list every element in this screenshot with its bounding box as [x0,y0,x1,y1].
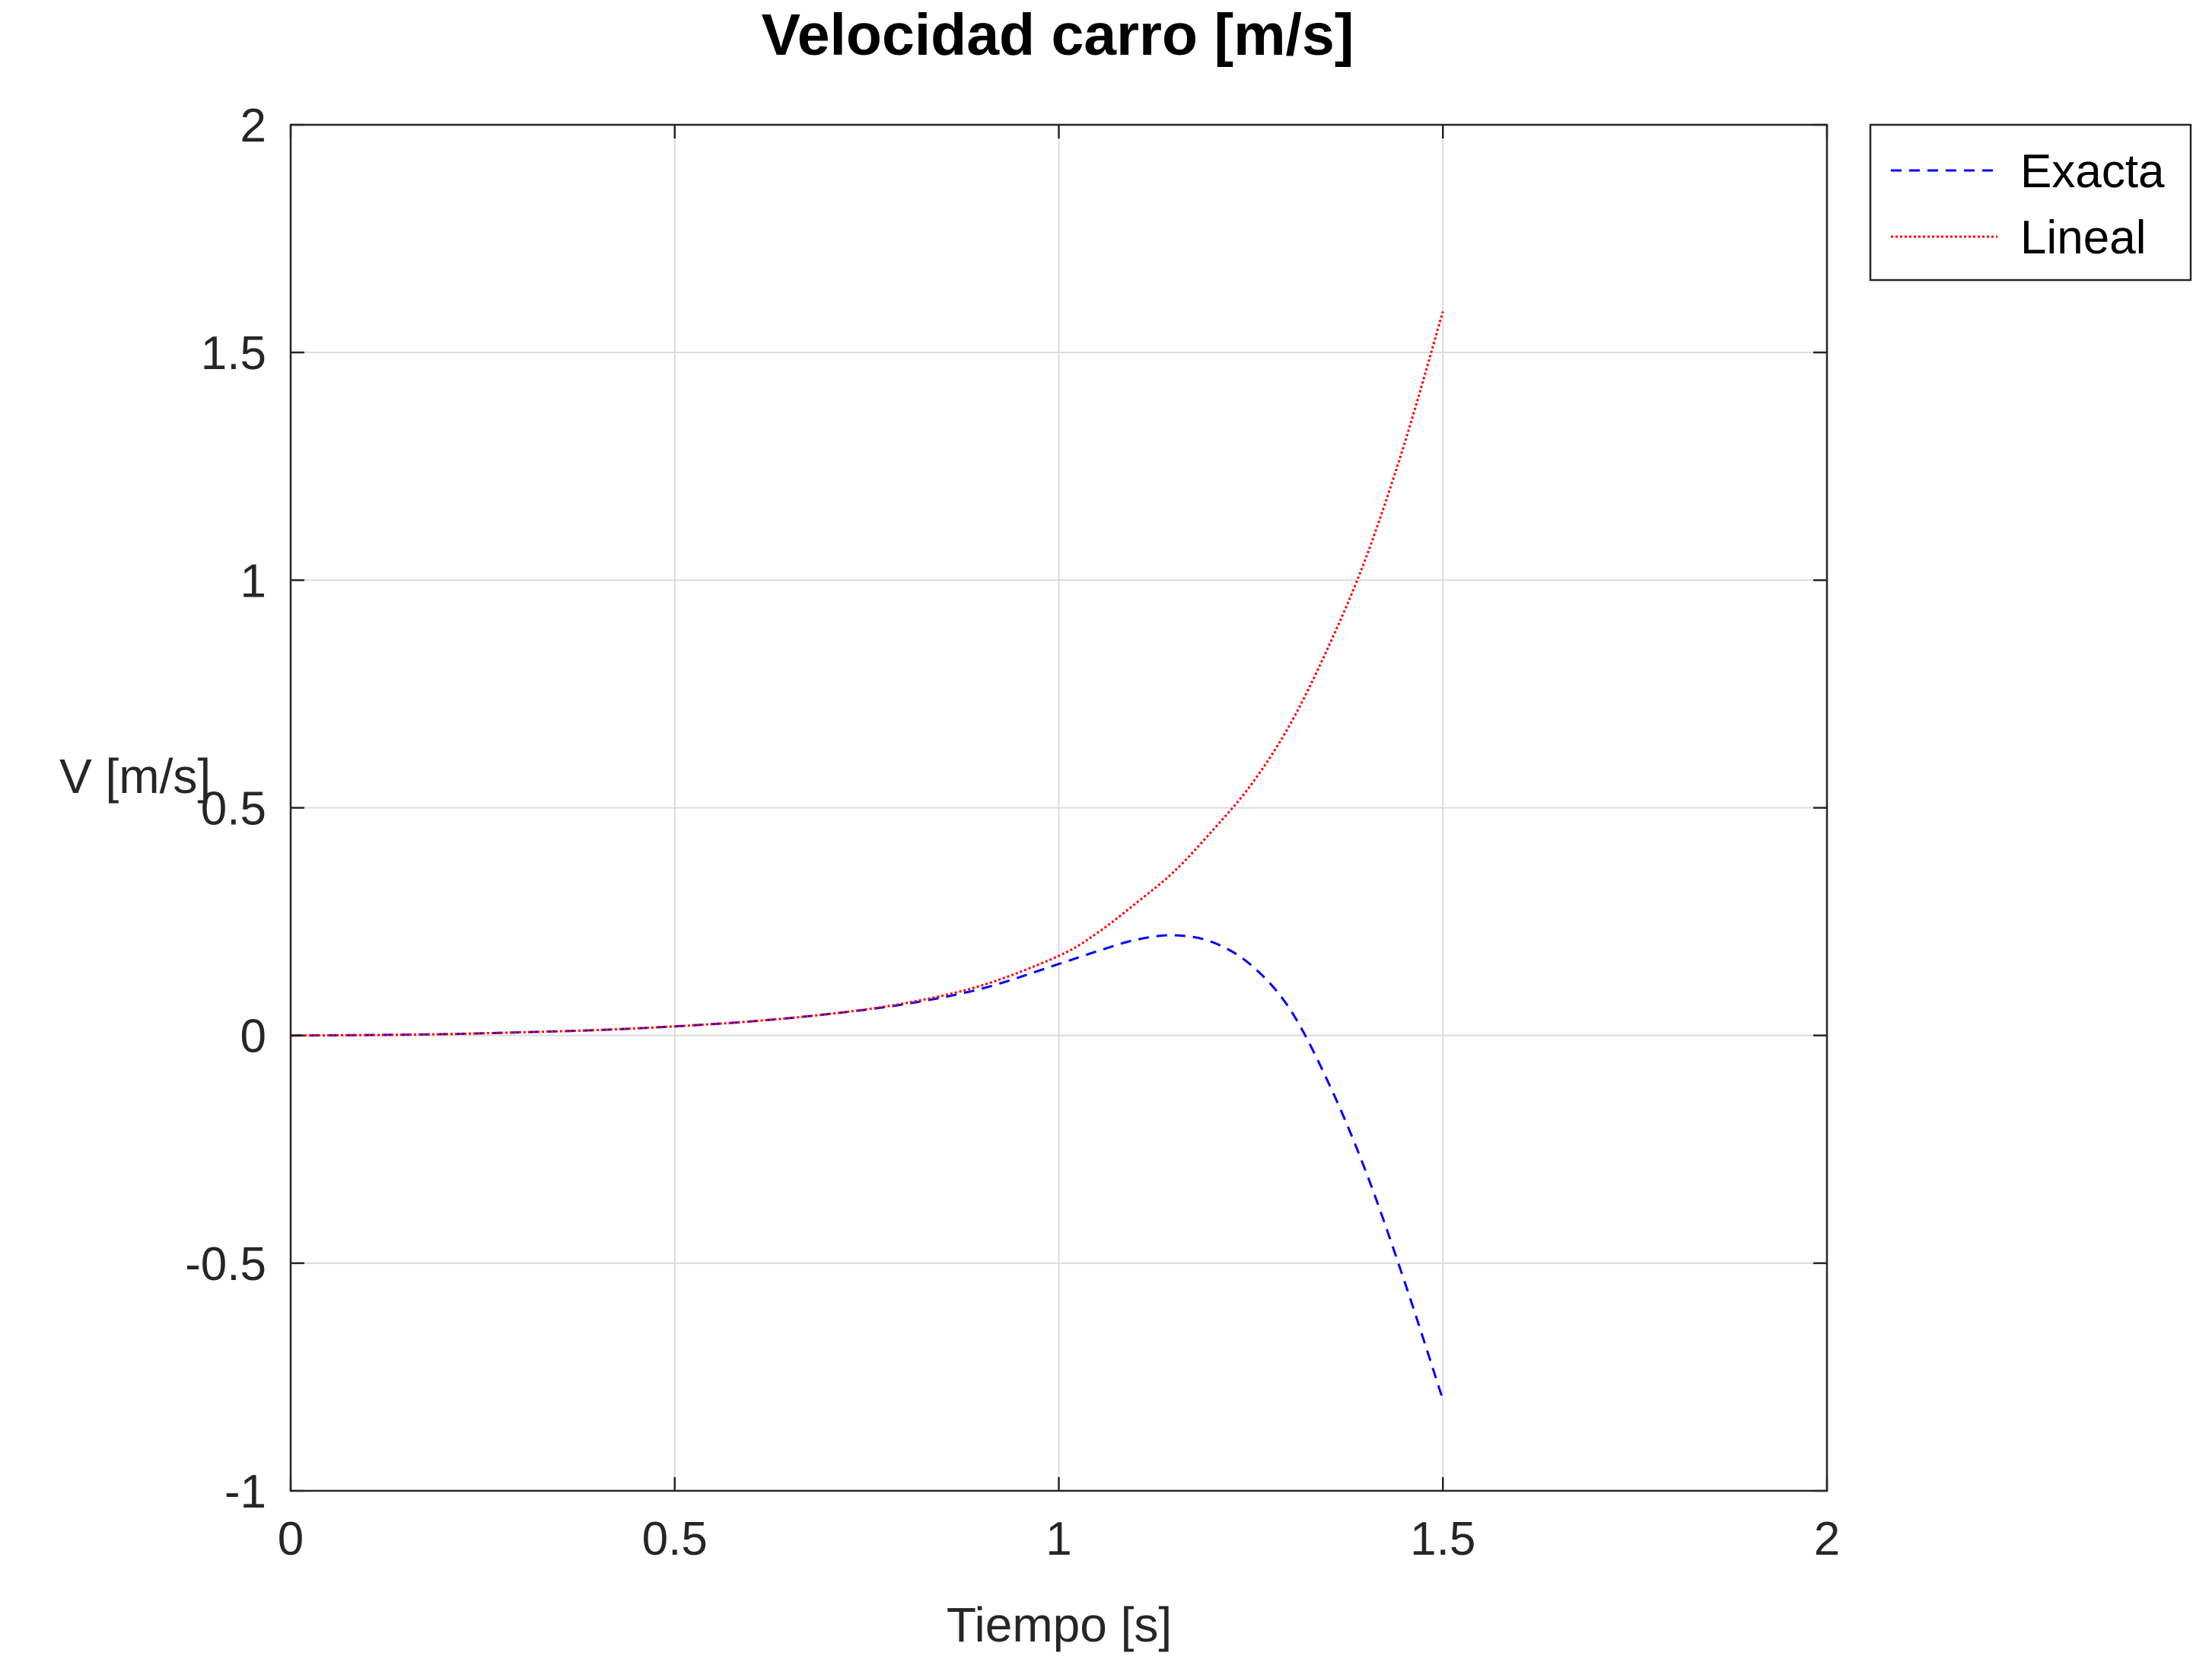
legend: Exacta Lineal [1869,123,2192,282]
x-tick-label: 1 [1046,1513,1071,1565]
chart-title: Velocidad carro [m/s] [762,2,1354,68]
x-tick-label: 0 [278,1513,304,1565]
y-tick-label: 0 [240,1011,266,1063]
series-layer [290,310,1444,1400]
y-tick-label: 2 [240,100,266,152]
y-tick-label: 1 [240,555,266,607]
axes-box [289,123,1828,1492]
y-tick-label: 1.5 [201,327,266,380]
legend-label-lineal: Lineal [2020,212,2146,264]
y-tick-label: -1 [224,1466,266,1518]
y-tick-label: -0.5 [185,1238,266,1291]
y-axis-label: V [m/s] [59,749,211,804]
legend-box [1869,123,2192,282]
series-line-exacta [290,934,1444,1400]
y-tick-label: 0.5 [201,783,266,836]
x-axis-label: Tiempo [s] [947,1597,1172,1652]
axes [289,123,1828,1492]
x-tick-label: 0.5 [642,1513,708,1565]
x-tick-label: 2 [1814,1513,1840,1565]
series-line-lineal [290,310,1444,1037]
x-tick-label: 1.5 [1410,1513,1475,1565]
legend-label-exacta: Exacta [2020,145,2165,198]
tick-labels: 0 0.5 1 1.5 2 -1 -0.5 0 0.5 1 1.5 2 [185,100,1840,1565]
